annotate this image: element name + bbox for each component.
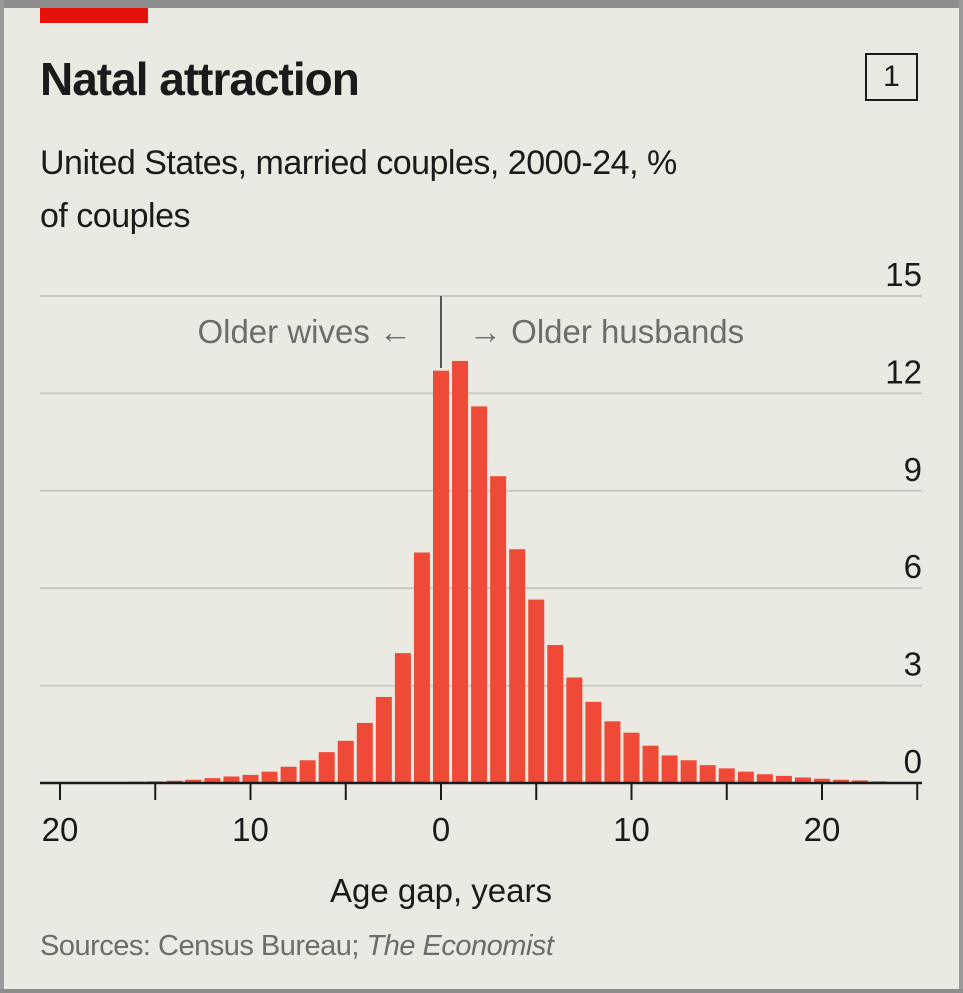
bar <box>490 476 507 783</box>
bars <box>52 360 907 783</box>
y-tick-label-0: 0 <box>904 743 922 780</box>
bar <box>223 776 240 783</box>
bar <box>680 760 697 783</box>
bar <box>356 722 373 783</box>
x-tick-label: 20 <box>804 811 841 848</box>
bar <box>852 780 869 783</box>
axes: 20 10 0 10 20 <box>40 781 922 848</box>
bar <box>299 760 316 783</box>
sources-note: Sources: Census Bureau; The Economist <box>40 930 554 963</box>
bar <box>585 701 602 783</box>
chart-number-badge: 1 <box>865 53 918 101</box>
bar <box>566 677 583 783</box>
bar <box>547 645 564 783</box>
source-publication: The Economist <box>366 930 554 962</box>
bar <box>642 745 659 783</box>
bar <box>413 552 430 783</box>
bar <box>452 360 469 783</box>
bar <box>604 721 621 783</box>
bar <box>471 406 488 783</box>
y-tick-label-6: 6 <box>904 548 922 585</box>
window-frame-top <box>0 0 963 8</box>
bar <box>509 549 526 783</box>
bar <box>318 752 335 783</box>
bar <box>528 599 545 783</box>
x-tick-label: 10 <box>613 811 650 848</box>
x-tick-label: 20 <box>42 811 79 848</box>
bar <box>814 778 830 783</box>
bar <box>718 768 735 783</box>
bar <box>794 777 811 783</box>
bar <box>204 778 221 783</box>
annotation-older-wives: Older wives ← <box>197 313 412 350</box>
bar <box>756 774 773 783</box>
bar <box>699 765 716 783</box>
chart-title: Natal attraction <box>40 53 360 105</box>
x-axis-label: Age gap, years <box>330 872 552 909</box>
annotation-older-husbands: → Older husbands <box>469 313 744 350</box>
bar <box>833 779 850 783</box>
bar <box>775 775 792 783</box>
bar <box>242 774 259 783</box>
chart-subtitle: United States, married couples, 2000-24,… <box>40 144 677 235</box>
y-tick-label-12: 12 <box>885 353 922 390</box>
x-tick-label: 10 <box>232 811 269 848</box>
brand-red-tag <box>40 8 148 23</box>
bar <box>261 771 278 783</box>
bar <box>185 779 202 783</box>
bar <box>337 740 354 783</box>
gridlines: 0 3 6 9 12 15 <box>40 256 922 780</box>
window-frame-left <box>0 0 4 993</box>
bar <box>661 755 678 783</box>
sources-text: Sources: Census Bureau; <box>40 930 359 962</box>
x-tick-label: 0 <box>432 811 450 848</box>
bar <box>433 370 449 783</box>
window-frame-bottom <box>0 989 963 993</box>
window-frame-right <box>959 0 963 993</box>
bar <box>737 771 754 783</box>
y-tick-label-15: 15 <box>885 256 922 293</box>
bar <box>375 696 392 783</box>
bar <box>623 732 640 783</box>
bar <box>280 766 297 783</box>
y-tick-label-9: 9 <box>904 451 922 488</box>
y-tick-label-3: 3 <box>904 646 922 683</box>
bar <box>394 653 411 783</box>
